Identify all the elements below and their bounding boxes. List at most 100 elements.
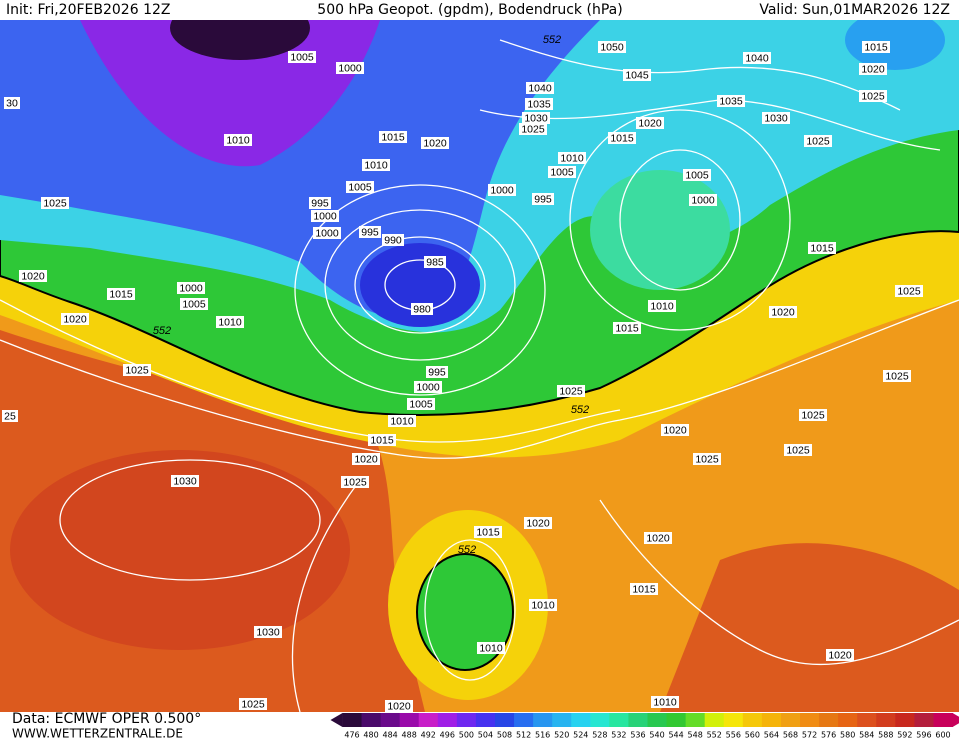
- isobar-label: 1010: [364, 159, 388, 171]
- colorbar-swatch: [800, 713, 820, 727]
- isobar-label-box: [784, 444, 812, 456]
- colorbar-swatch: [761, 713, 782, 727]
- colorbar-label: 480: [363, 731, 378, 740]
- isobar-label: 1010: [531, 599, 555, 611]
- colorbar-swatch: [647, 713, 668, 727]
- colorbar-label: 580: [840, 731, 855, 740]
- isobar-label-box: [519, 123, 547, 135]
- isobar-label: 995: [311, 197, 329, 209]
- isobar-label-box: [224, 134, 252, 146]
- isobar-label: 1000: [179, 282, 203, 294]
- colorbar-label: 512: [516, 731, 531, 740]
- isobar-label: 1020: [387, 700, 411, 712]
- isobar-label-box: [522, 112, 550, 124]
- isobar-label: 25: [4, 410, 16, 422]
- colorbar-swatch: [380, 713, 401, 727]
- isobar-label: 995: [428, 366, 446, 378]
- colorbar-label: 504: [478, 731, 493, 740]
- colorbar-swatch: [666, 713, 687, 727]
- isobar-label: 1025: [695, 453, 719, 465]
- isobar-label: 1025: [559, 385, 583, 397]
- colorbar-arrow-right: [952, 713, 959, 727]
- isobar-label: 1045: [625, 69, 649, 81]
- isobar-label-box: [488, 184, 516, 196]
- isobar-label-box: [883, 370, 911, 382]
- isobar-label-box: [19, 270, 47, 282]
- isobar-label-box: [532, 193, 554, 205]
- isobar-label: 1025: [521, 123, 545, 135]
- isobar-label-box: [608, 132, 636, 144]
- isobar-label: 1020: [771, 306, 795, 318]
- isobar-label: 1020: [423, 137, 447, 149]
- isobar-label-box: [683, 169, 711, 181]
- colorbar-swatch: [704, 713, 725, 727]
- colorbar-swatch: [780, 713, 801, 727]
- field-region: [845, 20, 945, 70]
- isobar-label: 1015: [370, 434, 394, 446]
- isobar-label: 1030: [256, 626, 280, 638]
- isobar-label: 985: [426, 256, 444, 268]
- isobar-label-box: [288, 51, 316, 63]
- isobar-label: 1010: [390, 415, 414, 427]
- isobar-label: 1005: [182, 298, 206, 310]
- isobar-label-box: [180, 298, 208, 310]
- colorbar-label: 564: [764, 731, 779, 740]
- isobar-label-box: [895, 285, 923, 297]
- colorbar-swatch: [418, 713, 439, 727]
- init-label: Init: Fri,20FEB2026 12Z: [6, 2, 170, 18]
- isobar-label: 1000: [338, 62, 362, 74]
- colorbar-swatch: [838, 713, 858, 727]
- isobar-label-box: [346, 181, 374, 193]
- colorbar-label: 592: [897, 731, 912, 740]
- isobar-label-box: [651, 696, 679, 708]
- isobar-label-box: [41, 197, 69, 209]
- isobar-label: 1035: [527, 98, 551, 110]
- isobar-label: 1000: [416, 381, 440, 393]
- isobar-label-box: [385, 700, 413, 712]
- colorbar-label: 524: [573, 731, 588, 740]
- isobar-label-box: [636, 117, 664, 129]
- isobar-label: 1000: [313, 210, 337, 222]
- colorbar-swatch: [361, 713, 382, 727]
- map-title: 500 hPa Geopot. (gpdm), Bodendruck (hPa): [317, 2, 622, 18]
- isobar-label-box: [859, 63, 887, 75]
- isobar-label-box: [388, 415, 416, 427]
- isobar-label-box: [123, 364, 151, 376]
- isobar-label-box: [426, 366, 448, 378]
- colorbar-label: 476: [344, 731, 359, 740]
- isobar-label: 1005: [348, 181, 372, 193]
- isobar-label-box: [216, 316, 244, 328]
- field-region: [660, 543, 959, 712]
- isobar-label-box: [313, 227, 341, 239]
- colorbar-swatch: [552, 713, 572, 727]
- isobar-label: 990: [384, 234, 402, 246]
- isobar-label-box: [414, 381, 442, 393]
- colorbar-swatch: [876, 713, 896, 727]
- isobar-label-box: [613, 322, 641, 334]
- isobar-label: 1015: [615, 322, 639, 334]
- isobar-label-box: [61, 313, 89, 325]
- isobar-label-box: [808, 242, 836, 254]
- isobar-label: 1025: [897, 285, 921, 297]
- isobar-label-box: [862, 41, 890, 53]
- isobar-label: 1040: [528, 82, 552, 94]
- isobar-label-box: [309, 197, 331, 209]
- isobar-label: 980: [413, 303, 431, 315]
- colorbar-label: 584: [859, 731, 874, 740]
- isobar-label-box: [630, 583, 658, 595]
- isobar-label: 1020: [861, 63, 885, 75]
- colorbar-label: 588: [878, 731, 893, 740]
- isobar-label: 1015: [476, 526, 500, 538]
- colorbar-swatch: [342, 713, 363, 727]
- map: [0, 20, 959, 712]
- isobar-label: 1030: [764, 112, 788, 124]
- colorbar-label: 540: [649, 731, 664, 740]
- valid-label: Valid: Sun,01MAR2026 12Z: [759, 2, 950, 18]
- isobar-label: 1020: [526, 517, 550, 529]
- isobar-label: 1020: [354, 453, 378, 465]
- isobar-label-box: [526, 82, 554, 94]
- colorbar-label: 596: [916, 731, 931, 740]
- isobar-label: 1010: [479, 642, 503, 654]
